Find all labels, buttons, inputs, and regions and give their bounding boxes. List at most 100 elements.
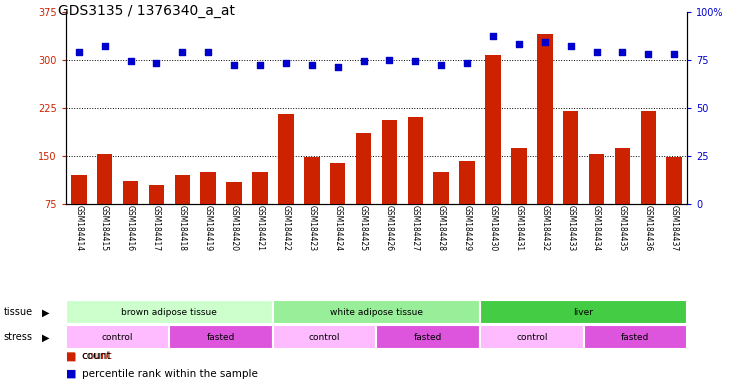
Bar — [537, 34, 553, 204]
Text: GSM184435: GSM184435 — [618, 205, 627, 252]
Text: control: control — [516, 333, 548, 342]
Bar — [433, 172, 449, 204]
Text: GSM184415: GSM184415 — [100, 205, 109, 252]
Point — [73, 49, 85, 55]
Bar — [330, 163, 345, 204]
Text: stress: stress — [4, 332, 33, 343]
Point — [176, 49, 188, 55]
Bar — [459, 161, 475, 204]
Text: ■: ■ — [66, 369, 76, 379]
Point — [668, 51, 680, 57]
Text: GSM184414: GSM184414 — [75, 205, 83, 252]
Bar — [588, 154, 605, 204]
Bar — [640, 111, 656, 204]
Point — [643, 51, 654, 57]
Text: GSM184434: GSM184434 — [592, 205, 601, 252]
Bar — [615, 148, 630, 204]
Bar — [382, 120, 397, 204]
Point — [539, 39, 550, 45]
Bar — [66, 325, 170, 349]
Text: GSM184436: GSM184436 — [644, 205, 653, 252]
Text: GSM184424: GSM184424 — [333, 205, 342, 252]
Text: ■  count: ■ count — [66, 351, 112, 361]
Point — [99, 43, 110, 49]
Bar — [583, 325, 687, 349]
Bar — [252, 172, 268, 204]
Bar — [200, 172, 216, 204]
Bar — [66, 300, 273, 324]
Text: percentile rank within the sample: percentile rank within the sample — [82, 369, 258, 379]
Text: GSM184433: GSM184433 — [566, 205, 575, 252]
Bar — [304, 157, 319, 204]
Point — [228, 62, 240, 68]
Text: GSM184420: GSM184420 — [230, 205, 238, 252]
Text: GSM184428: GSM184428 — [436, 205, 446, 252]
Text: GDS3135 / 1376340_a_at: GDS3135 / 1376340_a_at — [58, 4, 235, 18]
Text: GSM184430: GSM184430 — [488, 205, 498, 252]
Point — [487, 33, 499, 40]
Text: GSM184419: GSM184419 — [204, 205, 213, 252]
Text: GSM184431: GSM184431 — [515, 205, 523, 252]
Text: fasted: fasted — [621, 333, 650, 342]
Point — [565, 43, 577, 49]
Bar — [667, 157, 682, 204]
Text: GSM184417: GSM184417 — [152, 205, 161, 252]
Point — [306, 62, 317, 68]
Point — [461, 60, 473, 66]
Text: ■: ■ — [66, 351, 76, 361]
Text: control: control — [102, 333, 133, 342]
Bar — [480, 325, 583, 349]
Point — [280, 60, 292, 66]
Text: GSM184418: GSM184418 — [178, 205, 187, 252]
Bar — [148, 185, 164, 204]
Text: GSM184432: GSM184432 — [540, 205, 549, 252]
Bar — [480, 300, 687, 324]
Bar — [485, 55, 501, 204]
Text: GSM184416: GSM184416 — [126, 205, 135, 252]
Text: GSM184427: GSM184427 — [411, 205, 420, 252]
Bar — [278, 114, 294, 204]
Text: fasted: fasted — [414, 333, 442, 342]
Bar — [123, 181, 138, 204]
Text: GSM184426: GSM184426 — [385, 205, 394, 252]
Point — [409, 58, 421, 65]
Text: ▶: ▶ — [42, 307, 49, 318]
Bar — [273, 300, 480, 324]
Point — [332, 64, 344, 70]
Bar — [563, 111, 578, 204]
Text: count: count — [82, 351, 111, 361]
Point — [254, 62, 266, 68]
Text: brown adipose tissue: brown adipose tissue — [121, 308, 217, 317]
Text: liver: liver — [574, 308, 594, 317]
Point — [513, 41, 525, 47]
Point — [125, 58, 137, 65]
Text: GSM184423: GSM184423 — [307, 205, 317, 252]
Text: white adipose tissue: white adipose tissue — [330, 308, 423, 317]
Point — [616, 49, 628, 55]
Text: GSM184425: GSM184425 — [359, 205, 368, 252]
Point — [151, 60, 162, 66]
Text: ▶: ▶ — [42, 332, 49, 343]
Point — [384, 56, 395, 63]
Bar — [356, 133, 371, 204]
Point — [202, 49, 214, 55]
Text: GSM184421: GSM184421 — [255, 205, 265, 252]
Bar — [96, 154, 113, 204]
Bar — [227, 182, 242, 204]
Text: control: control — [309, 333, 341, 342]
Text: GSM184437: GSM184437 — [670, 205, 678, 252]
Point — [436, 62, 447, 68]
Point — [591, 49, 602, 55]
Text: fasted: fasted — [207, 333, 235, 342]
Bar — [175, 175, 190, 204]
Bar — [273, 325, 376, 349]
Bar — [376, 325, 480, 349]
Text: tissue: tissue — [4, 307, 33, 318]
Text: GSM184422: GSM184422 — [281, 205, 290, 252]
Bar — [170, 325, 273, 349]
Bar — [511, 148, 526, 204]
Text: GSM184429: GSM184429 — [463, 205, 471, 252]
Point — [357, 58, 369, 65]
Bar — [71, 175, 86, 204]
Bar — [408, 117, 423, 204]
